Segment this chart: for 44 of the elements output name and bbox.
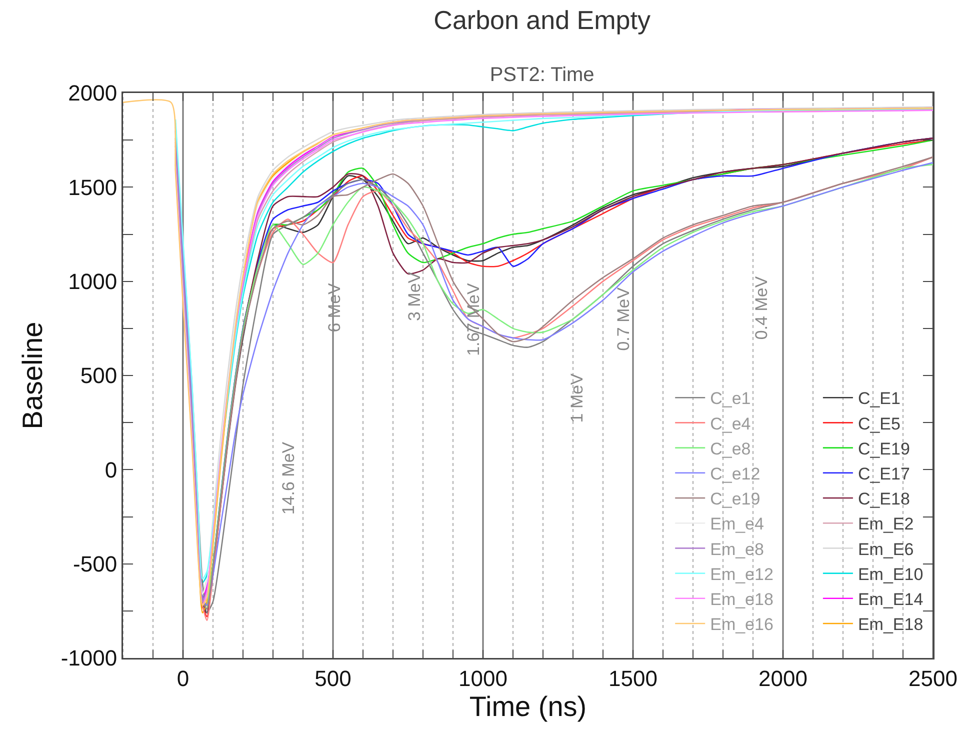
y-tick-label: 1500 [68, 174, 118, 200]
annotation: 6 MeV [324, 282, 344, 332]
chart-subtitle: PST2: Time [490, 64, 594, 86]
legend-label: Em_e8 [710, 540, 764, 559]
legend-label: Em_e4 [710, 514, 764, 534]
legend-label: Em_E10 [858, 564, 924, 584]
x-tick-label: 1500 [608, 666, 658, 691]
legend-label: C_e4 [710, 414, 751, 434]
legend-label: C_E19 [858, 439, 910, 458]
annotation: 0.4 MeV [752, 276, 772, 340]
y-tick-label: 2000 [68, 80, 118, 106]
legend-label: Em_E14 [858, 590, 924, 610]
legend-label: C_e1 [710, 389, 751, 408]
legend-label: C_e12 [710, 464, 760, 484]
annotation: 0.7 MeV [614, 286, 633, 351]
legend-label: C_E18 [858, 490, 910, 509]
annotation: 3 MeV [405, 271, 424, 321]
legend-label: C_E1 [858, 389, 900, 408]
y-tick-label: -500 [73, 552, 118, 577]
y-axis-title: Baseline [16, 322, 48, 430]
annotation: 1.67 MeV [464, 282, 483, 356]
legend-label: C_E5 [858, 414, 900, 434]
legend-label: C_e19 [710, 490, 760, 509]
legend-label: Em_e18 [710, 590, 774, 610]
x-tick-label: 2500 [908, 666, 958, 691]
legend-label: Em_e16 [710, 615, 774, 634]
x-axis-title: Time (ns) [469, 690, 587, 722]
legend-label: C_e8 [710, 439, 751, 458]
annotation: 1 MeV [568, 372, 586, 423]
y-tick-label: -1000 [60, 646, 118, 671]
annotation: 14.6 MeV [279, 441, 298, 515]
x-tick-label: 0 [176, 666, 190, 691]
chart-title: Carbon and Empty [434, 5, 650, 36]
legend-label: C_E17 [858, 464, 910, 484]
legend-label: Em_E2 [858, 514, 914, 534]
x-tick-label: 500 [314, 666, 352, 691]
legend-label: Em_e12 [710, 564, 774, 584]
y-tick-label: 500 [80, 363, 118, 388]
y-tick-label: 0 [104, 457, 118, 482]
y-tick-label: 1000 [68, 269, 118, 294]
legend-label: Em_E6 [858, 540, 914, 559]
x-tick-label: 1000 [458, 666, 508, 691]
legend-label: Em_E18 [858, 615, 924, 634]
x-tick-label: 2000 [758, 666, 808, 691]
